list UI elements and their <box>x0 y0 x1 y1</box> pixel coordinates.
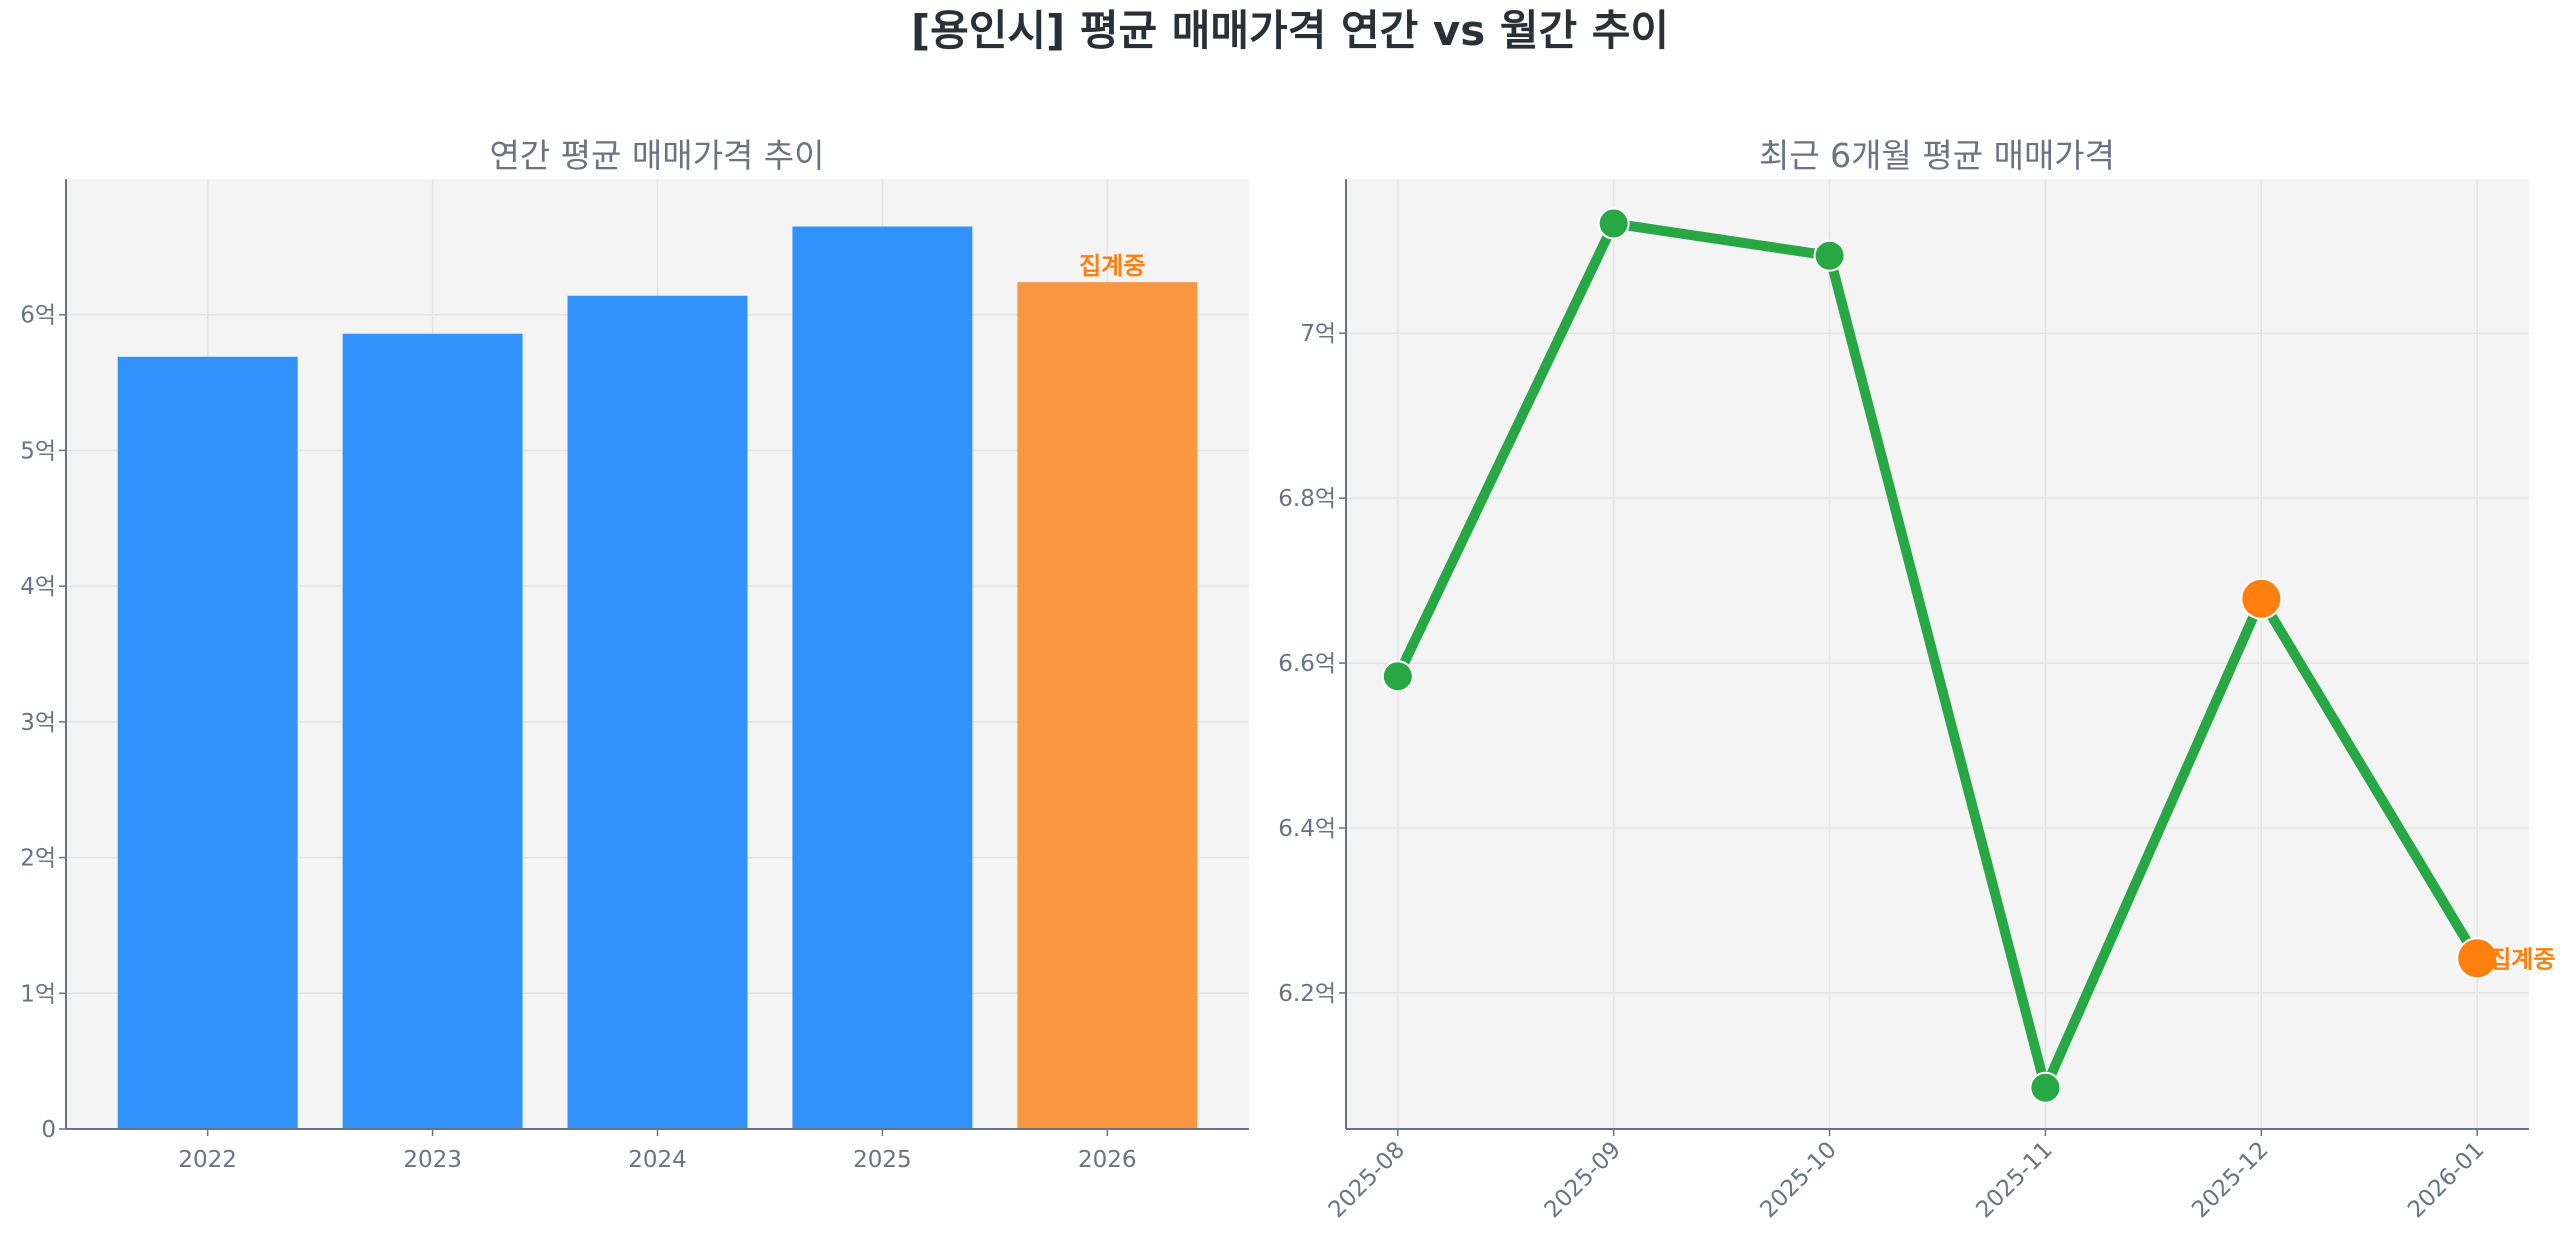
x-tick-label: 2024 <box>628 1147 687 1173</box>
bar <box>117 356 298 1129</box>
x-tick-label: 2025-08 <box>1324 1137 1410 1223</box>
y-tick-label: 6.2억 <box>1278 981 1336 1007</box>
x-tick-label: 2022 <box>178 1147 237 1173</box>
marker-pending <box>2240 577 2283 620</box>
y-tick-label: 7억 <box>1300 321 1336 347</box>
marker <box>1381 660 1414 693</box>
figure-title: [용인시] 평균 매매가격 연간 vs 월간 추이 <box>911 6 1669 55</box>
marker <box>1597 207 1630 240</box>
y-tick-label: 6.8억 <box>1278 486 1336 512</box>
y-tick-label: 3억 <box>20 710 56 736</box>
pending-label: 집계중 <box>1079 252 1145 280</box>
x-tick-label: 2026-01 <box>2403 1137 2489 1223</box>
bar-chart-title: 연간 평균 매매가격 추이 <box>489 136 824 175</box>
y-tick-label: 6억 <box>20 303 56 329</box>
x-tick-label: 2025-09 <box>1540 1137 1626 1223</box>
y-tick-label: 2억 <box>20 846 56 872</box>
bar-pending <box>1017 282 1198 1130</box>
y-tick-label: 5억 <box>20 438 56 464</box>
y-tick-label: 1억 <box>20 981 56 1007</box>
marker-pending <box>2456 937 2499 980</box>
y-tick-label: 4억 <box>20 574 56 600</box>
line-chart-title: 최근 6개월 평균 매매가격 <box>1759 136 2115 175</box>
y-tick-label: 6.6억 <box>1278 651 1336 677</box>
marker <box>2029 1071 2062 1104</box>
y-tick-label: 0 <box>41 1117 56 1143</box>
pending-label: 집계중 <box>2489 945 2555 973</box>
series-line <box>1393 218 2482 1093</box>
x-tick-label: 2025 <box>853 1147 912 1173</box>
x-tick-label: 2025-11 <box>1971 1137 2057 1223</box>
bar <box>792 226 973 1129</box>
bar-chart: 0 1억 2억 3억 4억 5억 6억 2022 2023 2024 2025 2026 집계중 <box>20 179 1249 1173</box>
x-tick-label: 2025-10 <box>1755 1137 1841 1223</box>
x-tick-label: 2023 <box>403 1147 462 1173</box>
marker <box>1813 239 1846 272</box>
x-tick-label: 2025-12 <box>2187 1137 2273 1223</box>
x-tick-label: 2026 <box>1078 1147 1137 1173</box>
line-chart: 6.2억 6.4억 6.6억 6.8억 7억 2025-08 2025-09 2025-10 2… <box>1278 179 2555 1223</box>
bar <box>567 295 748 1129</box>
bar <box>342 333 523 1129</box>
y-tick-label: 6.4억 <box>1278 816 1336 842</box>
